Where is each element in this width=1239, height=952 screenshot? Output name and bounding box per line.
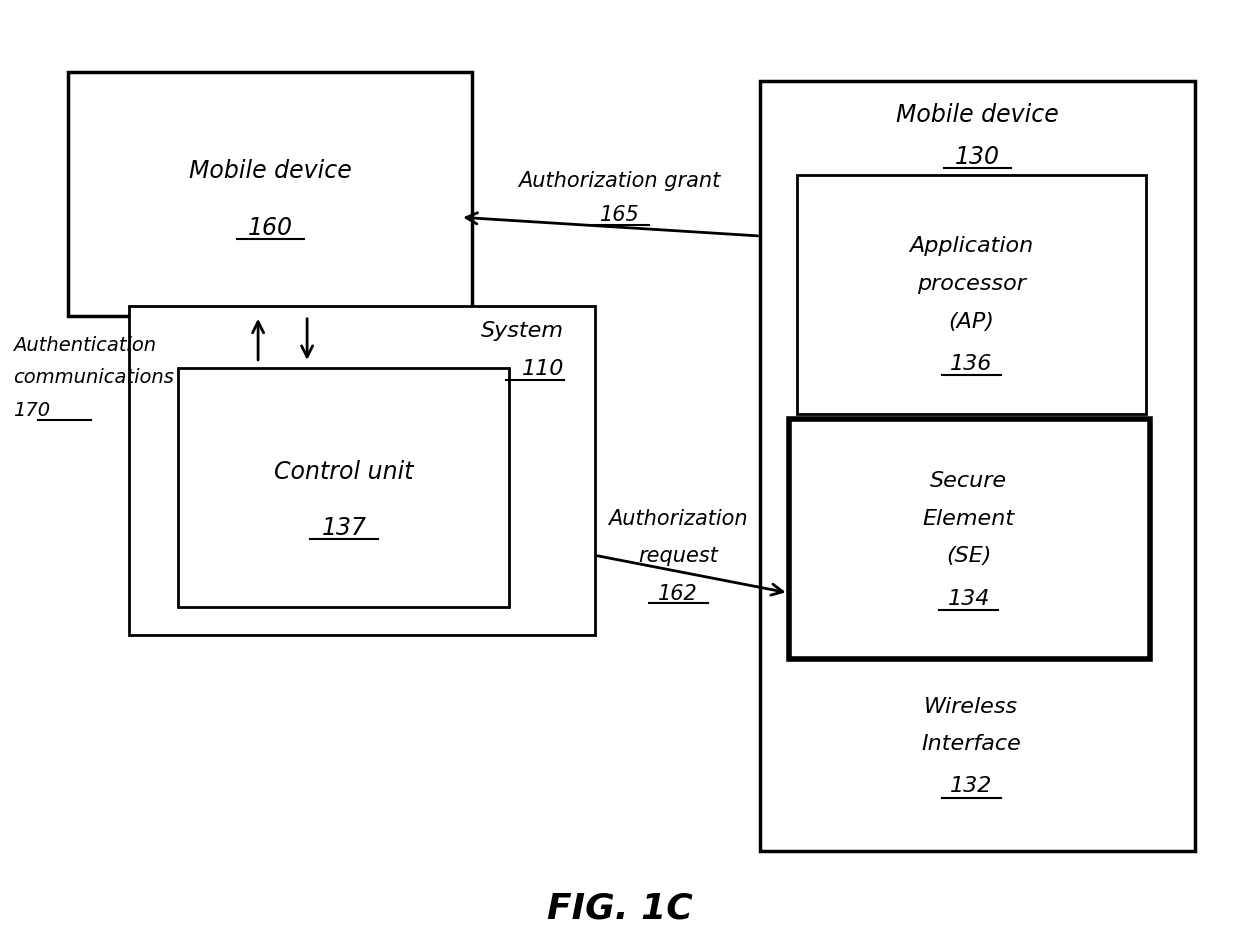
Text: (SE): (SE)	[945, 545, 991, 565]
Text: Interface: Interface	[921, 733, 1021, 753]
Bar	[68, 72, 472, 316]
Bar	[788, 420, 1150, 659]
Bar	[761, 82, 1196, 851]
Text: 136: 136	[950, 353, 992, 373]
Text: Mobile device: Mobile device	[896, 103, 1058, 127]
Text: Authorization grant: Authorization grant	[518, 170, 721, 190]
Text: communications: communications	[14, 368, 173, 387]
Text: (AP): (AP)	[948, 311, 994, 331]
Text: FIG. 1C: FIG. 1C	[546, 890, 693, 924]
Text: 165: 165	[600, 206, 639, 226]
Bar	[178, 368, 509, 607]
Text: request: request	[638, 545, 719, 565]
Text: 160: 160	[248, 215, 292, 239]
Text: Mobile device: Mobile device	[190, 159, 352, 183]
Text: 170: 170	[14, 401, 51, 420]
Text: 162: 162	[658, 584, 699, 604]
Text: processor: processor	[917, 273, 1026, 293]
Text: Secure: Secure	[930, 470, 1007, 490]
Text: System: System	[482, 321, 565, 341]
Text: Application: Application	[909, 236, 1033, 256]
Bar	[129, 307, 595, 636]
Text: 134: 134	[948, 588, 990, 608]
Text: 110: 110	[522, 358, 565, 378]
Text: 132: 132	[950, 776, 992, 796]
Text: Authorization: Authorization	[608, 508, 748, 528]
Text: Element: Element	[923, 508, 1015, 528]
Text: 137: 137	[321, 516, 367, 540]
Text: Authentication: Authentication	[14, 335, 156, 354]
Bar	[797, 176, 1146, 415]
Text: 130: 130	[955, 145, 1000, 169]
Text: Control unit: Control unit	[274, 459, 414, 484]
Text: Wireless: Wireless	[924, 696, 1018, 716]
